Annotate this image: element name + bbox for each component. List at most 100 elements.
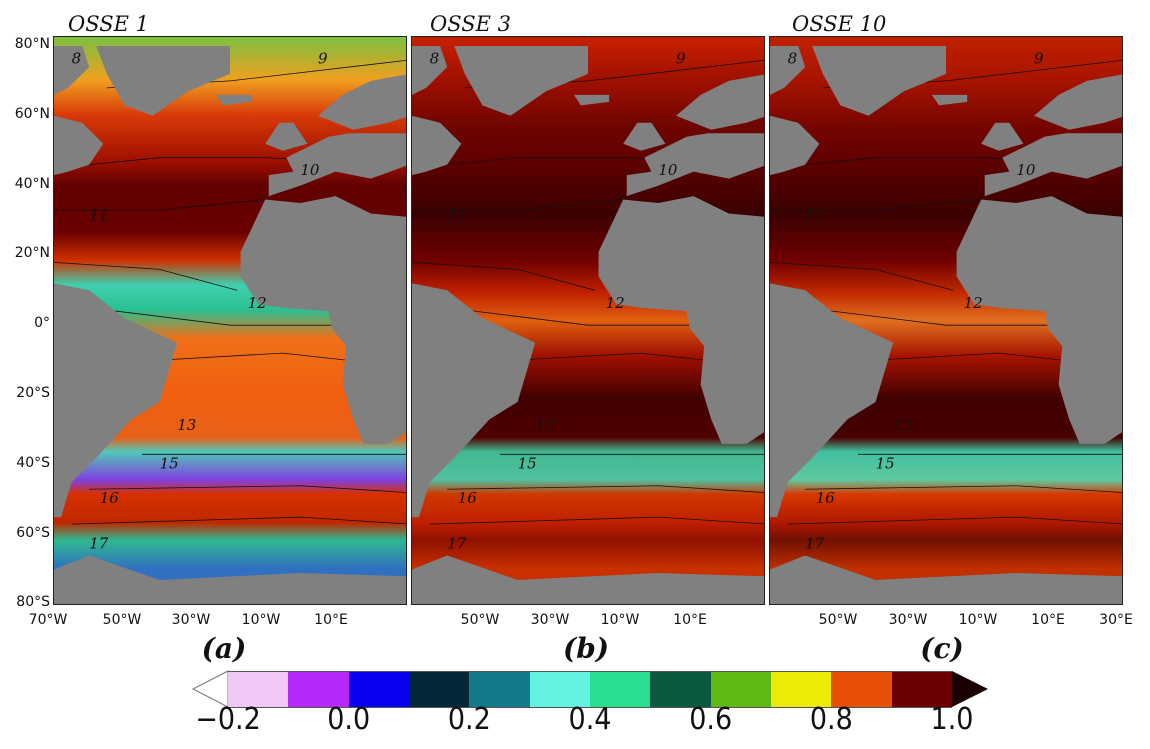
region-number: 8	[788, 49, 798, 67]
land-mask	[984, 133, 1126, 197]
region-boundary	[54, 199, 266, 211]
region-number: 8	[72, 49, 82, 67]
region-boundary	[447, 485, 768, 494]
colorbar-segment	[348, 672, 409, 707]
y-tick: 60°N	[14, 105, 50, 122]
colorbar-segment	[529, 672, 590, 707]
map-panel-a: 8 9 10 11 12 13 15 16 17	[53, 36, 414, 608]
panel-a-label: (a)	[201, 632, 247, 665]
panel-b-title: OSSE 3	[430, 12, 511, 36]
y-tick: 60°S	[16, 524, 50, 541]
region-number: 10	[658, 161, 678, 179]
region-boundary	[875, 352, 1063, 361]
region-number: 15	[876, 454, 895, 472]
region-number: 16	[100, 489, 120, 507]
colorbar-tick: 0.4	[568, 702, 612, 737]
colorbar-segment	[710, 672, 771, 707]
x-tick: 10°E	[673, 612, 707, 628]
x-tick: 10°E	[314, 612, 348, 628]
colorbar-over-arrow	[952, 671, 988, 707]
region-number: 9	[676, 49, 686, 67]
x-tick: 10°W	[241, 612, 281, 628]
region-boundary	[71, 516, 410, 525]
region-number: 16	[458, 489, 478, 507]
region-number: 13	[535, 416, 554, 434]
region-boundary	[769, 261, 954, 291]
region-boundary	[447, 307, 691, 326]
colorbar	[228, 671, 952, 708]
region-number: 15	[160, 454, 179, 472]
colorbar-tick: 0.8	[809, 702, 853, 737]
region-number: 15	[518, 454, 537, 472]
region-number: 11	[89, 207, 108, 225]
y-tick: 80°S	[16, 594, 50, 611]
colorbar-segment	[831, 672, 892, 707]
region-boundary	[89, 485, 410, 494]
land-mask	[623, 122, 666, 151]
colorbar-tick: 0.2	[447, 702, 491, 737]
land-mask	[54, 283, 178, 518]
panel-b-label: (b)	[562, 632, 610, 665]
map-panel-b: 8 9 10 11 12 13 15 16 17	[411, 36, 772, 608]
x-tick: 50°W	[102, 612, 142, 628]
land-mask	[54, 555, 414, 608]
panel-c-title: OSSE 10	[792, 12, 887, 36]
land-mask	[770, 115, 820, 176]
land-mask	[812, 46, 946, 116]
region-number: 12	[964, 294, 983, 312]
colorbar-segment	[891, 672, 952, 707]
region-boundary	[805, 307, 1049, 326]
panel-a-title: OSSE 1	[68, 12, 149, 36]
x-tick: 70°W	[28, 612, 68, 628]
x-tick: 50°W	[818, 612, 858, 628]
y-tick: 20°S	[16, 385, 50, 401]
land-mask	[626, 133, 768, 197]
colorbar-tick: 0.6	[689, 702, 733, 737]
region-boundary	[517, 352, 705, 361]
region-boundary	[429, 516, 768, 525]
region-number: 17	[805, 535, 825, 553]
land-mask	[265, 122, 308, 151]
land-mask	[931, 94, 968, 106]
colorbar-segment	[650, 672, 711, 707]
land-mask	[412, 46, 448, 95]
land-mask	[573, 94, 610, 106]
region-boundary	[787, 516, 1126, 525]
land-mask	[770, 46, 806, 95]
x-tick: 10°W	[600, 612, 640, 628]
region-number: 13	[177, 416, 196, 434]
land-mask	[412, 115, 462, 176]
x-tick: 10°E	[1031, 612, 1065, 628]
region-number: 8	[430, 49, 440, 67]
colorbar-segment	[288, 672, 349, 707]
region-number: 10	[300, 161, 320, 179]
y-tick: 80°N	[14, 36, 50, 52]
y-tick: 20°N	[14, 245, 50, 262]
region-boundary	[89, 307, 333, 326]
land-mask	[956, 196, 1126, 444]
x-tick: 30°W	[530, 612, 570, 628]
y-tick: 40°N	[14, 175, 50, 192]
region-number: 17	[89, 535, 109, 553]
region-number: 12	[606, 294, 625, 312]
region-number: 9	[318, 49, 328, 67]
panel-c-label: (c)	[920, 632, 964, 665]
colorbar-segment	[469, 672, 530, 707]
region-number: 12	[248, 294, 267, 312]
land-mask	[54, 115, 104, 176]
land-mask	[240, 196, 410, 444]
region-boundary	[411, 261, 596, 291]
colorbar-segment	[228, 672, 289, 707]
land-mask	[676, 73, 768, 130]
colorbar-segment	[770, 672, 832, 707]
land-mask	[770, 283, 894, 518]
colorbar-segment	[589, 672, 651, 707]
y-tick: 0°	[34, 315, 50, 332]
colorbar-tick: 1.0	[930, 702, 974, 737]
region-boundary	[805, 485, 1126, 494]
region-boundary	[770, 199, 982, 211]
land-mask	[770, 555, 1130, 608]
region-number: 11	[447, 207, 466, 225]
land-mask	[454, 46, 588, 116]
region-number: 10	[1016, 161, 1036, 179]
